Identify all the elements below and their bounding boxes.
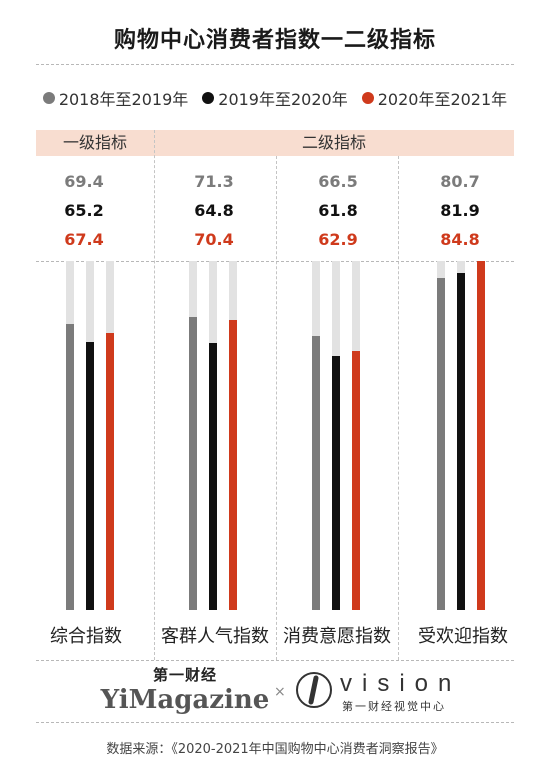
value-label: 67.4 [64,230,104,249]
column-separator [276,156,277,660]
legend-item-0: 2018年至2019年 [42,86,189,110]
legend-dot-icon [361,92,374,104]
value-label: 61.8 [318,201,358,220]
data-source: 数据来源：《2020-2021年中国购物中心消费者洞察报告》 [106,742,444,757]
bar [477,261,485,610]
legend-dot-icon [202,92,215,104]
legend-label: 2020年至2021年 [377,90,508,109]
bar [229,320,237,610]
header-band [36,130,514,156]
bar [312,336,320,610]
legend-dot-icon [42,92,55,104]
bar [106,332,114,610]
header-level2: 二级指标 [301,133,366,152]
bar [189,316,197,610]
bar [352,351,360,610]
value-label: 65.2 [64,201,104,220]
value-label: 81.9 [440,201,480,220]
bars-top-rule [36,261,514,262]
bar [437,277,445,610]
bar [86,341,94,610]
footer-rule [36,722,514,723]
vision-logo-icon [296,672,332,708]
chart-title: 购物中心消费者指数一二级指标 [113,28,436,53]
legend-item-2: 2020年至2021年 [361,86,508,110]
column-separator [154,130,155,660]
column-separator [398,156,399,660]
value-label: 80.7 [440,172,480,191]
value-label: 71.3 [194,172,234,191]
logo-cn: 第一财经 [152,666,217,684]
logo-en: YiMagazine [100,685,270,715]
times-sign: × [274,684,286,700]
value-label: 84.8 [440,230,480,249]
bar [332,355,340,610]
legend: 2018年至2019年 2019年至2020年 2020年至2021年 [0,86,550,110]
bar [209,343,217,610]
bottom-rule [36,660,514,661]
bar [457,272,465,610]
category-label: 客群人气指数 [161,626,269,647]
value-label: 64.8 [194,201,234,220]
category-label: 受欢迎指数 [418,626,508,647]
yimagazine-logo: 第一财经 YiMagazine [100,664,270,715]
legend-item-1: 2019年至2020年 [202,86,348,110]
legend-label: 2018年至2019年 [58,90,189,109]
value-label: 62.9 [318,230,358,249]
value-label: 70.4 [194,230,234,249]
value-label: 66.5 [318,172,358,191]
legend-label: 2019年至2020年 [218,90,348,109]
category-label: 消费意愿指数 [283,626,391,647]
vision-wordmark: vision [340,670,462,697]
header-level1: 一级指标 [62,133,127,152]
bar [66,324,74,610]
title-divider [36,64,514,65]
value-label: 69.4 [64,172,104,191]
vision-subtitle: 第一财经视觉中心 [342,700,446,713]
category-label: 综合指数 [50,626,122,647]
